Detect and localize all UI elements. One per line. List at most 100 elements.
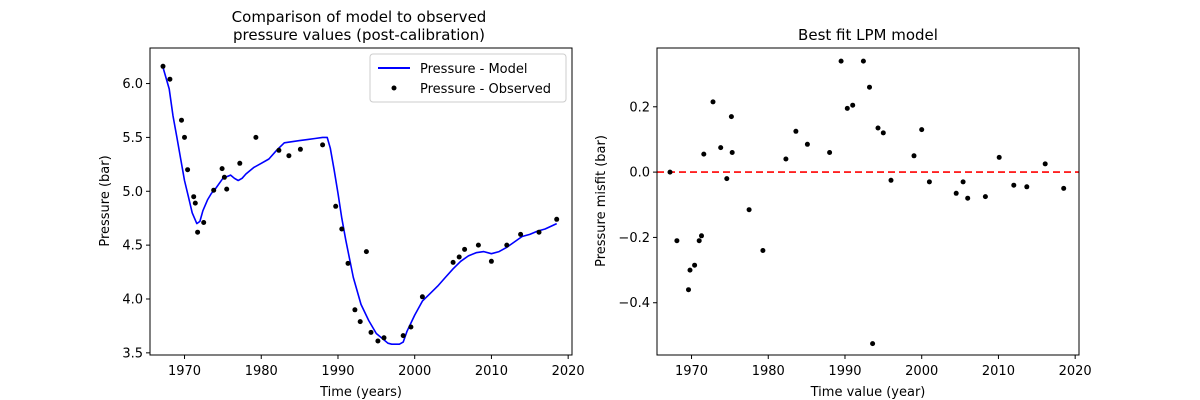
x-tick-label: 1990 bbox=[321, 364, 354, 379]
misfit-chart: Best fit LPM model 1970 1980 1990 2000 2010 2… bbox=[594, 26, 1092, 400]
data-point bbox=[965, 195, 971, 201]
y-tick-label: 5.0 bbox=[122, 185, 143, 200]
x-tick-label: 1970 bbox=[168, 364, 201, 379]
data-point bbox=[185, 167, 191, 173]
plot-area bbox=[160, 63, 560, 346]
data-point bbox=[1011, 182, 1017, 188]
data-point bbox=[692, 262, 698, 268]
y-tick-label: 6.0 bbox=[122, 77, 143, 92]
y-tick-label: 4.5 bbox=[122, 239, 143, 254]
x-tick-label: 1970 bbox=[675, 364, 708, 379]
y-tick-label: 0.0 bbox=[629, 166, 650, 181]
data-point bbox=[518, 231, 524, 237]
data-point bbox=[1042, 161, 1048, 167]
legend-observed-swatch bbox=[391, 85, 397, 91]
data-point bbox=[456, 254, 462, 260]
data-point bbox=[462, 246, 468, 252]
data-point bbox=[333, 203, 339, 209]
tick-group: 1970 1980 1990 2000 2010 2020 −0.4 −0.2 0.0 0.2 bbox=[618, 100, 1091, 379]
data-point bbox=[211, 187, 217, 193]
data-point bbox=[728, 114, 734, 120]
data-point bbox=[195, 229, 201, 235]
data-point bbox=[219, 166, 225, 172]
chart-title: Best fit LPM model bbox=[798, 26, 938, 44]
legend-model-label: Pressure - Model bbox=[420, 62, 528, 77]
plot-frame bbox=[149, 47, 573, 356]
data-point bbox=[760, 248, 766, 253]
data-point bbox=[911, 153, 917, 159]
chart-title-line-2: pressure values (post-calibration) bbox=[233, 26, 485, 44]
y-tick-label: 5.5 bbox=[122, 131, 143, 146]
data-point bbox=[381, 335, 387, 341]
data-point bbox=[982, 194, 988, 200]
x-tick-label: 1990 bbox=[828, 364, 861, 379]
data-point bbox=[375, 338, 381, 344]
data-point bbox=[488, 258, 494, 264]
data-point bbox=[710, 99, 716, 105]
data-point bbox=[875, 125, 881, 131]
data-point bbox=[926, 179, 932, 185]
data-point bbox=[793, 128, 799, 134]
data-point bbox=[870, 341, 876, 347]
data-point bbox=[221, 174, 227, 180]
data-point bbox=[363, 249, 369, 255]
data-point bbox=[919, 127, 925, 133]
data-point bbox=[286, 153, 292, 159]
data-point bbox=[827, 150, 833, 155]
data-point bbox=[450, 259, 456, 265]
x-tick-label: 2010 bbox=[475, 364, 508, 379]
x-tick-label: 2000 bbox=[905, 364, 938, 379]
legend: Pressure - Model Pressure - Observed bbox=[369, 53, 567, 103]
data-point bbox=[253, 134, 259, 140]
data-point bbox=[201, 220, 207, 225]
legend-box bbox=[369, 53, 567, 103]
tick-group: 1970 1980 1990 2000 2010 2020 3.5 4.0 4.5 5.0 5.5 6… bbox=[122, 77, 584, 379]
x-tick-label: 1980 bbox=[752, 364, 785, 379]
data-point bbox=[953, 190, 959, 196]
data-point bbox=[160, 63, 166, 69]
data-point bbox=[880, 130, 886, 136]
data-point bbox=[718, 145, 724, 151]
data-point bbox=[297, 146, 303, 152]
data-point bbox=[339, 226, 345, 232]
pressure-comparison-chart: Comparison of model to observed pressure… bbox=[98, 8, 585, 400]
data-point bbox=[224, 186, 230, 192]
data-point bbox=[419, 294, 425, 300]
data-point bbox=[1024, 184, 1030, 190]
data-point bbox=[724, 176, 730, 182]
data-point bbox=[860, 58, 866, 64]
data-point bbox=[192, 200, 198, 206]
data-point bbox=[167, 76, 173, 82]
model-line bbox=[162, 67, 558, 346]
data-point bbox=[182, 134, 187, 140]
data-point bbox=[850, 102, 856, 108]
data-point bbox=[191, 194, 197, 200]
data-point bbox=[674, 238, 680, 244]
data-point bbox=[357, 319, 363, 325]
y-tick-label: 0.2 bbox=[629, 100, 650, 115]
y-tick-label: −0.4 bbox=[618, 296, 650, 311]
data-point bbox=[475, 242, 481, 248]
y-tick-label: 3.5 bbox=[122, 346, 143, 361]
data-point bbox=[667, 169, 673, 175]
data-point bbox=[867, 84, 872, 90]
x-tick-label: 2020 bbox=[552, 364, 585, 379]
data-point bbox=[746, 207, 752, 213]
plot-area bbox=[657, 58, 1079, 347]
data-point bbox=[368, 329, 374, 335]
data-point bbox=[687, 267, 693, 273]
data-point bbox=[179, 117, 184, 123]
data-point bbox=[844, 105, 850, 111]
plot-frame bbox=[656, 47, 1080, 356]
data-point bbox=[408, 324, 414, 330]
data-point bbox=[400, 333, 406, 339]
data-point bbox=[701, 151, 707, 157]
y-tick-label: 4.0 bbox=[122, 292, 143, 307]
data-point bbox=[686, 287, 691, 293]
data-point bbox=[696, 238, 702, 244]
data-point bbox=[554, 216, 560, 222]
chart-title-line-1: Comparison of model to observed bbox=[232, 8, 487, 26]
data-point bbox=[504, 242, 510, 248]
data-point bbox=[345, 260, 351, 266]
